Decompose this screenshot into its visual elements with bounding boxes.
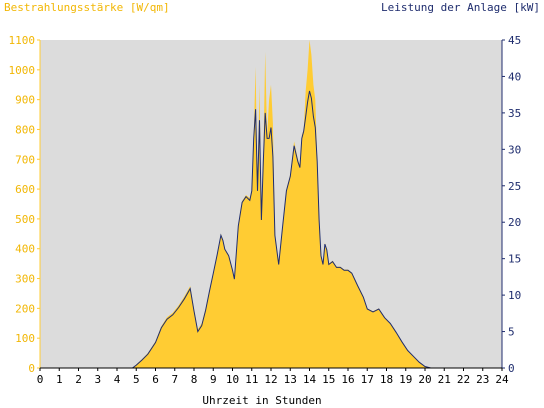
x-tick-label: 3 [94, 373, 101, 386]
x-tick-label: 2 [75, 373, 82, 386]
axes-layer: 0100200300400500600700800900100011000510… [9, 34, 522, 386]
x-tick-label: 21 [438, 373, 451, 386]
x-tick-label: 14 [303, 373, 317, 386]
right-tick-label: 35 [508, 107, 521, 120]
left-tick-label: 0 [28, 362, 35, 375]
x-tick-label: 4 [114, 373, 121, 386]
right-tick-label: 25 [508, 180, 521, 193]
left-tick-label: 600 [15, 183, 35, 196]
right-tick-label: 15 [508, 253, 521, 266]
left-tick-label: 1000 [9, 64, 36, 77]
right-tick-label: 45 [508, 34, 521, 47]
left-tick-label: 300 [15, 273, 35, 286]
right-tick-label: 5 [508, 326, 515, 339]
x-tick-label: 12 [264, 373, 277, 386]
left-tick-label: 900 [15, 94, 35, 107]
left-tick-label: 700 [15, 153, 35, 166]
x-tick-label: 7 [171, 373, 178, 386]
right-tick-label: 40 [508, 70, 521, 83]
x-axis-label: Uhrzeit in Stunden [202, 394, 321, 407]
x-tick-label: 10 [226, 373, 239, 386]
left-tick-label: 100 [15, 332, 35, 345]
series-area-irradiance [40, 40, 502, 368]
left-tick-label: 1100 [9, 34, 36, 47]
x-tick-label: 0 [37, 373, 44, 386]
x-tick-label: 5 [133, 373, 140, 386]
right-tick-label: 30 [508, 143, 521, 156]
left-tick-label: 800 [15, 123, 35, 136]
x-tick-label: 11 [245, 373, 258, 386]
x-tick-label: 16 [341, 373, 354, 386]
x-tick-label: 18 [380, 373, 393, 386]
right-tick-label: 0 [508, 362, 515, 375]
x-tick-label: 19 [399, 373, 412, 386]
series-layer [40, 40, 502, 369]
x-tick-label: 17 [361, 373, 374, 386]
left-tick-label: 400 [15, 243, 35, 256]
x-tick-label: 20 [418, 373, 431, 386]
x-tick-label: 9 [210, 373, 217, 386]
x-tick-label: 1 [56, 373, 63, 386]
x-tick-label: 8 [191, 373, 198, 386]
x-tick-label: 22 [457, 373, 470, 386]
left-tick-label: 200 [15, 302, 35, 315]
left-tick-label: 500 [15, 213, 35, 226]
x-tick-label: 13 [284, 373, 297, 386]
right-tick-label: 20 [508, 216, 521, 229]
x-tick-label: 23 [476, 373, 489, 386]
right-tick-label: 10 [508, 289, 521, 302]
left-axis-title: Bestrahlungsstärke [W/qm] [4, 1, 170, 14]
series-line-power [40, 90, 502, 369]
x-tick-label: 15 [322, 373, 335, 386]
x-tick-label: 24 [495, 373, 509, 386]
right-axis-title: Leistung der Anlage [kW] [381, 1, 540, 14]
x-tick-label: 6 [152, 373, 159, 386]
